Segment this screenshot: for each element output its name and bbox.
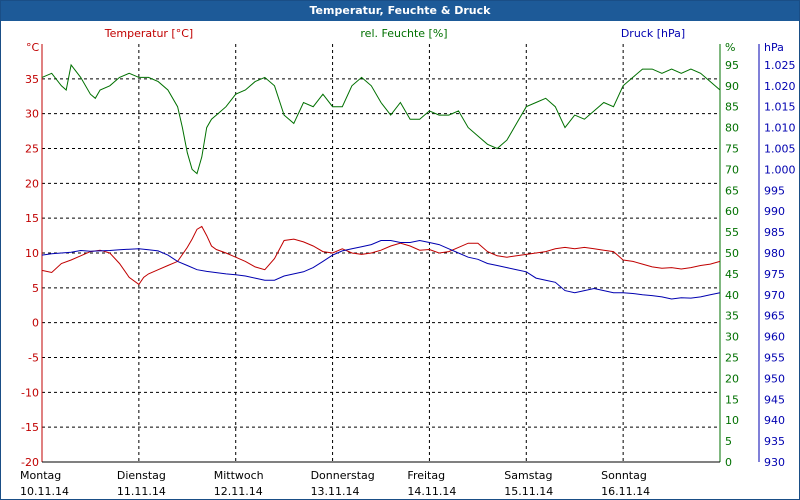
x-tick-date-label: 14.11.14	[407, 485, 456, 498]
humidity-tick-label: 55	[725, 226, 739, 239]
humidity-tick-label: 90	[725, 80, 739, 93]
humidity-tick-label: 85	[725, 101, 739, 114]
temperature-tick-label: 10	[25, 247, 39, 260]
x-tick-date-label: 11.11.14	[117, 485, 166, 498]
x-tick-day-label: Samstag	[504, 469, 552, 482]
humidity-tick-label: 5	[725, 435, 732, 448]
humidity-tick-label: 20	[725, 372, 739, 385]
temperature-tick-label: 0	[32, 317, 39, 330]
series-layer	[41, 63, 721, 300]
humidity-tick-label: 25	[725, 352, 739, 365]
humidity-tick-label: 75	[725, 143, 739, 156]
pressure-tick-label: 1.000	[764, 163, 796, 176]
humidity-tick-label: 65	[725, 184, 739, 197]
x-tick-date-label: 10.11.14	[20, 485, 69, 498]
humidity-tick-label: 0	[725, 456, 732, 469]
temperature-tick-label: 20	[25, 177, 39, 190]
pressure-tick-label: 990	[764, 205, 785, 218]
label-layer: 35302520151050-5-10-15-20°C9590858075706…	[20, 27, 796, 498]
pressure-tick-label: 945	[764, 393, 785, 406]
pressure-tick-label: 1.010	[764, 122, 796, 135]
temperature-unit-label: °C	[26, 41, 40, 54]
window-title: Temperatur, Feuchte & Druck	[1, 1, 799, 21]
humidity-tick-label: 60	[725, 205, 739, 218]
pressure-tick-label: 980	[764, 247, 785, 260]
temperature-tick-label: -5	[28, 352, 39, 365]
grid-layer	[42, 44, 720, 462]
humidity-unit-label: %	[725, 41, 735, 54]
x-tick-day-label: Donnerstag	[311, 469, 375, 482]
humidity-tick-label: 80	[725, 122, 739, 135]
temperature-tick-label: 30	[25, 108, 39, 121]
pressure-unit-label: hPa	[764, 41, 784, 54]
x-tick-day-label: Freitag	[407, 469, 445, 482]
pressure-tick-label: 970	[764, 289, 785, 302]
temperature-tick-label: 25	[25, 143, 39, 156]
temperature-tick-label: 5	[32, 282, 39, 295]
pressure-tick-label: 1.020	[764, 80, 796, 93]
x-tick-date-label: 16.11.14	[601, 485, 650, 498]
temperature-tick-label: -15	[21, 421, 39, 434]
temperature-tick-label: -20	[21, 456, 39, 469]
temperature-series-label: Temperatur [°C]	[104, 27, 193, 40]
x-tick-day-label: Mittwoch	[214, 469, 264, 482]
pressure-tick-label: 1.025	[764, 59, 796, 72]
pressure-tick-label: 960	[764, 331, 785, 344]
pressure-tick-label: 935	[764, 435, 785, 448]
humidity-tick-label: 40	[725, 289, 739, 302]
x-tick-day-label: Dienstag	[117, 469, 166, 482]
pressure-tick-label: 985	[764, 226, 785, 239]
humidity-tick-label: 45	[725, 268, 739, 281]
pressure-series-label: Druck [hPa]	[621, 27, 685, 40]
humidity-series-line	[41, 63, 721, 175]
pressure-series-line	[41, 239, 721, 300]
x-tick-day-label: Montag	[20, 469, 61, 482]
x-tick-date-label: 12.11.14	[214, 485, 263, 498]
pressure-tick-label: 965	[764, 310, 785, 323]
humidity-tick-label: 50	[725, 247, 739, 260]
temperature-tick-label: 35	[25, 73, 39, 86]
pressure-tick-label: 955	[764, 352, 785, 365]
x-tick-day-label: Sonntag	[601, 469, 647, 482]
humidity-tick-label: 35	[725, 310, 739, 323]
humidity-tick-label: 30	[725, 331, 739, 344]
pressure-tick-label: 940	[764, 414, 785, 427]
temperature-tick-label: 15	[25, 212, 39, 225]
humidity-tick-label: 15	[725, 393, 739, 406]
temperature-series-line	[41, 225, 721, 286]
humidity-tick-label: 70	[725, 163, 739, 176]
x-tick-date-label: 15.11.14	[504, 485, 553, 498]
pressure-tick-label: 930	[764, 456, 785, 469]
pressure-tick-label: 1.015	[764, 101, 796, 114]
pressure-tick-label: 1.005	[764, 143, 796, 156]
humidity-series-label: rel. Feuchte [%]	[360, 27, 447, 40]
humidity-tick-label: 10	[725, 414, 739, 427]
axis-layer	[41, 44, 760, 463]
pressure-tick-label: 975	[764, 268, 785, 281]
humidity-tick-label: 95	[725, 59, 739, 72]
x-tick-date-label: 13.11.14	[311, 485, 360, 498]
temperature-tick-label: -10	[21, 386, 39, 399]
pressure-tick-label: 995	[764, 184, 785, 197]
pressure-tick-label: 950	[764, 372, 785, 385]
